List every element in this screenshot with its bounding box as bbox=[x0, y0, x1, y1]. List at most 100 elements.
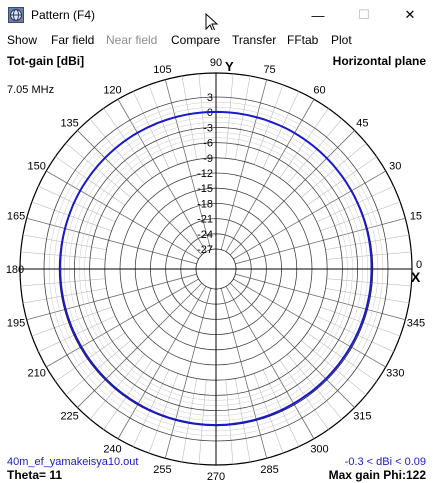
angle-label: 180 bbox=[6, 264, 24, 276]
grid-spoke bbox=[77, 130, 203, 256]
grid-spoke-fine bbox=[262, 369, 300, 447]
menu-bar: Show Far field Near field Compare Transf… bbox=[0, 30, 433, 51]
grid-spoke-fine bbox=[253, 373, 284, 454]
grid-spoke-fine bbox=[262, 91, 300, 169]
grid-spoke-fine bbox=[225, 73, 234, 159]
menu-near-field[interactable]: Near field bbox=[106, 33, 158, 47]
angle-label: 150 bbox=[28, 161, 46, 173]
grid-spoke-fine bbox=[65, 340, 132, 396]
angle-label: 270 bbox=[207, 471, 225, 483]
menu-compare[interactable]: Compare bbox=[171, 33, 221, 47]
angle-label: 345 bbox=[407, 318, 425, 330]
grid-spoke bbox=[117, 286, 207, 439]
radial-tick-label: -24 bbox=[197, 229, 213, 241]
minimize-icon: — bbox=[311, 7, 325, 23]
grid-spoke bbox=[233, 170, 386, 260]
grid-spoke-fine bbox=[279, 108, 329, 179]
grid-spoke-fine bbox=[148, 84, 179, 165]
grid-spoke bbox=[46, 278, 199, 368]
gain-trace bbox=[59, 110, 373, 427]
grid-spoke-fine bbox=[320, 201, 401, 232]
menu-transfer[interactable]: Transfer bbox=[232, 33, 277, 47]
polar-chart: 30-3-6-9-12-15-18-21-24-27 0153045607590… bbox=[6, 54, 427, 483]
close-icon: ✕ bbox=[404, 7, 416, 22]
grid-spoke bbox=[26, 217, 197, 265]
grid-spoke-fine bbox=[287, 118, 343, 185]
grid-spoke-fine bbox=[198, 379, 207, 465]
grid-spoke bbox=[220, 288, 268, 459]
angle-labels: 0153045607590105120135150165180195210225… bbox=[6, 57, 425, 483]
grid-spoke-fine bbox=[20, 251, 106, 260]
gain-trace-line bbox=[59, 110, 373, 427]
grid-spoke-fine bbox=[132, 369, 170, 447]
grid-spoke-fine bbox=[235, 75, 251, 160]
grid-spoke-fine bbox=[31, 201, 112, 232]
output-filename: 40m_ef_yamakeisya10.out bbox=[7, 456, 138, 468]
grid-spoke-fine bbox=[287, 353, 343, 420]
grid-spoke-fine bbox=[22, 288, 107, 304]
radial-tick-labels: 3 0 -3 -6 -9 -12 -15 -18 -21 -24 -27 bbox=[197, 92, 213, 256]
radial-tick-label: -12 bbox=[197, 168, 213, 180]
grid-spoke-fine bbox=[316, 315, 394, 353]
pattern-plot-area[interactable]: 3 0 -3 -6 -9 -12 -15 -18 -21 -24 -27 0 15 30 45 60 75 90… bbox=[0, 51, 433, 483]
angle-label: 105 bbox=[153, 64, 171, 76]
radial-tick-label: -18 bbox=[197, 198, 213, 210]
grid-spoke-fine bbox=[20, 278, 106, 287]
grid-spoke-fine bbox=[253, 84, 284, 165]
grid-spoke-fine bbox=[22, 234, 107, 250]
menu-fftab[interactable]: FFtab bbox=[287, 33, 319, 47]
angle-label: 15 bbox=[410, 210, 422, 222]
grid-spoke-fine bbox=[225, 379, 234, 465]
grid-spoke bbox=[235, 273, 406, 321]
gain-unit-label: Tot-gain [dBi] bbox=[7, 54, 84, 68]
grid-spoke bbox=[220, 79, 268, 250]
angle-label: 285 bbox=[260, 464, 278, 476]
radial-tick-label: -3 bbox=[203, 122, 213, 134]
grid-spoke-fine bbox=[198, 73, 207, 159]
minimize-button[interactable]: — bbox=[295, 0, 341, 30]
grid-spoke-fine bbox=[103, 108, 153, 179]
polar-grid bbox=[19, 72, 413, 466]
grid-spoke-fine bbox=[306, 156, 377, 206]
theta-label: Theta= 11 bbox=[7, 468, 62, 482]
menu-far-field[interactable]: Far field bbox=[51, 33, 95, 47]
grid-spoke-fine bbox=[89, 118, 145, 185]
grid-spoke-fine bbox=[326, 251, 412, 260]
title-bar: Pattern (F4) — ☐ ✕ bbox=[0, 0, 433, 33]
maximize-icon: ☐ bbox=[358, 7, 370, 22]
close-button[interactable]: ✕ bbox=[387, 0, 433, 30]
angle-label: 210 bbox=[28, 368, 46, 380]
angle-label: 90 bbox=[210, 57, 222, 69]
angle-label: 240 bbox=[103, 443, 121, 455]
radial-tick-label: -9 bbox=[203, 153, 213, 165]
grid-spoke bbox=[117, 99, 207, 252]
angle-label: 0 bbox=[416, 259, 422, 271]
angle-label: 120 bbox=[103, 85, 121, 97]
grid-spoke-fine bbox=[306, 332, 377, 382]
menu-plot[interactable]: Plot bbox=[331, 33, 352, 47]
grid-spoke-fine bbox=[235, 378, 251, 463]
grid-spoke-fine bbox=[300, 340, 367, 396]
grid-spoke bbox=[233, 278, 386, 368]
grid-spoke-fine bbox=[325, 234, 410, 250]
grid-spoke-fine bbox=[38, 185, 116, 223]
radial-tick-label: -21 bbox=[197, 214, 213, 226]
grid-spoke bbox=[164, 288, 212, 459]
angle-label: 165 bbox=[7, 210, 25, 222]
gain-range-label: -0.3 < dBi < 0.09 bbox=[345, 456, 426, 468]
angle-label: 255 bbox=[153, 464, 171, 476]
angle-label: 315 bbox=[353, 410, 371, 422]
angle-label: 45 bbox=[356, 118, 368, 130]
grid-spoke-fine bbox=[31, 306, 112, 337]
angle-label: 75 bbox=[263, 64, 275, 76]
radial-tick-label: -15 bbox=[197, 183, 213, 195]
angle-label: 330 bbox=[386, 368, 404, 380]
menu-show[interactable]: Show bbox=[7, 33, 38, 47]
plane-label: Horizontal plane bbox=[333, 54, 427, 68]
maximize-button[interactable]: ☐ bbox=[341, 0, 387, 30]
window-title: Pattern (F4) bbox=[31, 8, 96, 22]
grid-spoke-fine bbox=[148, 373, 179, 454]
grid-spoke-fine bbox=[89, 353, 145, 420]
angle-label: 195 bbox=[7, 318, 25, 330]
grid-spoke bbox=[164, 79, 212, 250]
